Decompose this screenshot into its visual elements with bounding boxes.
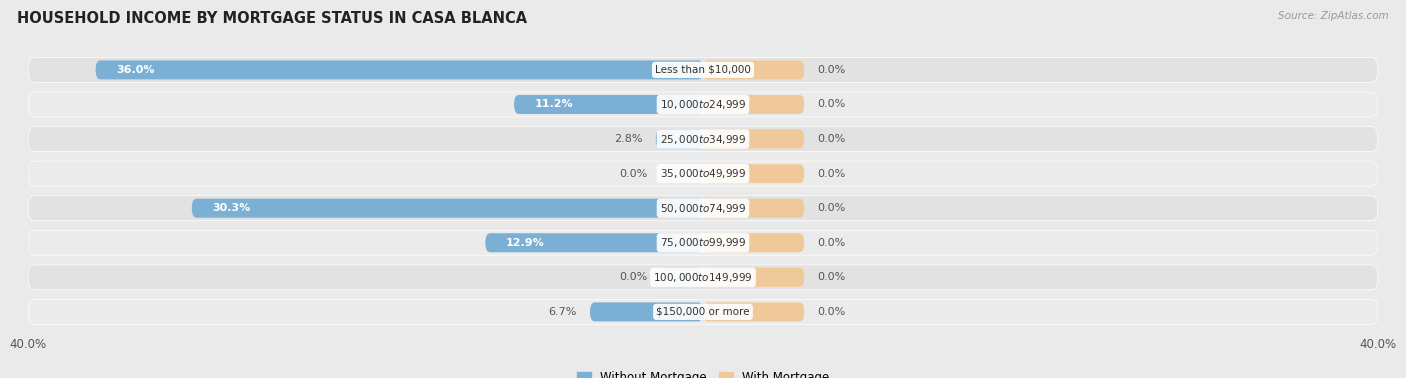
FancyBboxPatch shape	[28, 92, 1378, 117]
Text: 2.8%: 2.8%	[614, 134, 643, 144]
Text: 0.0%: 0.0%	[818, 203, 846, 213]
Text: 11.2%: 11.2%	[534, 99, 572, 110]
Text: 0.0%: 0.0%	[818, 65, 846, 75]
FancyBboxPatch shape	[28, 127, 1378, 152]
Legend: Without Mortgage, With Mortgage: Without Mortgage, With Mortgage	[572, 367, 834, 378]
FancyBboxPatch shape	[28, 161, 1378, 186]
Text: $35,000 to $49,999: $35,000 to $49,999	[659, 167, 747, 180]
Text: 0.0%: 0.0%	[818, 307, 846, 317]
Text: Less than $10,000: Less than $10,000	[655, 65, 751, 75]
FancyBboxPatch shape	[591, 302, 703, 321]
Text: $75,000 to $99,999: $75,000 to $99,999	[659, 236, 747, 249]
FancyBboxPatch shape	[96, 60, 703, 79]
FancyBboxPatch shape	[191, 199, 703, 218]
FancyBboxPatch shape	[485, 233, 703, 252]
FancyBboxPatch shape	[703, 130, 804, 149]
Text: 0.0%: 0.0%	[619, 169, 647, 178]
Text: $25,000 to $34,999: $25,000 to $34,999	[659, 133, 747, 146]
Text: 30.3%: 30.3%	[212, 203, 250, 213]
FancyBboxPatch shape	[28, 299, 1378, 324]
Text: $10,000 to $24,999: $10,000 to $24,999	[659, 98, 747, 111]
FancyBboxPatch shape	[28, 230, 1378, 255]
Text: 36.0%: 36.0%	[115, 65, 155, 75]
FancyBboxPatch shape	[655, 130, 703, 149]
FancyBboxPatch shape	[703, 164, 804, 183]
FancyBboxPatch shape	[703, 60, 804, 79]
Text: 0.0%: 0.0%	[818, 99, 846, 110]
FancyBboxPatch shape	[28, 57, 1378, 82]
Text: 0.0%: 0.0%	[818, 169, 846, 178]
FancyBboxPatch shape	[661, 268, 703, 287]
Text: HOUSEHOLD INCOME BY MORTGAGE STATUS IN CASA BLANCA: HOUSEHOLD INCOME BY MORTGAGE STATUS IN C…	[17, 11, 527, 26]
FancyBboxPatch shape	[703, 95, 804, 114]
FancyBboxPatch shape	[28, 265, 1378, 290]
FancyBboxPatch shape	[28, 196, 1378, 221]
FancyBboxPatch shape	[703, 268, 804, 287]
FancyBboxPatch shape	[703, 199, 804, 218]
Text: 0.0%: 0.0%	[818, 134, 846, 144]
FancyBboxPatch shape	[515, 95, 703, 114]
Text: 0.0%: 0.0%	[818, 238, 846, 248]
Text: 0.0%: 0.0%	[818, 272, 846, 282]
Text: Source: ZipAtlas.com: Source: ZipAtlas.com	[1278, 11, 1389, 21]
FancyBboxPatch shape	[703, 302, 804, 321]
Text: $50,000 to $74,999: $50,000 to $74,999	[659, 202, 747, 215]
Text: $150,000 or more: $150,000 or more	[657, 307, 749, 317]
Text: 6.7%: 6.7%	[548, 307, 576, 317]
FancyBboxPatch shape	[703, 233, 804, 252]
Text: 12.9%: 12.9%	[506, 238, 544, 248]
FancyBboxPatch shape	[661, 164, 703, 183]
Text: 0.0%: 0.0%	[619, 272, 647, 282]
Text: $100,000 to $149,999: $100,000 to $149,999	[654, 271, 752, 284]
